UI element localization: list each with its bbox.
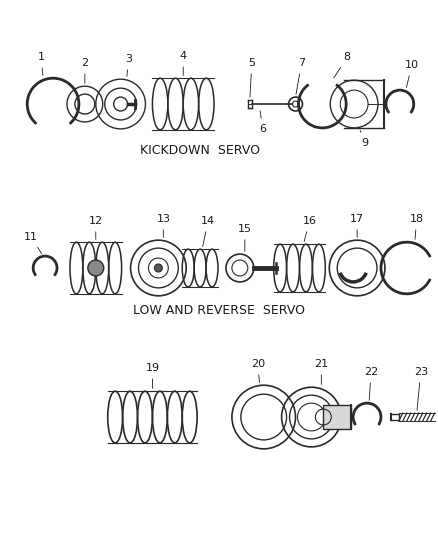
Text: 3: 3 <box>125 54 132 76</box>
Text: 18: 18 <box>410 214 424 239</box>
Text: 9: 9 <box>360 131 369 148</box>
Text: 17: 17 <box>350 214 364 237</box>
Text: 7: 7 <box>296 58 305 94</box>
Text: KICKDOWN  SERVO: KICKDOWN SERVO <box>140 144 260 157</box>
Text: 1: 1 <box>38 52 45 76</box>
Text: 2: 2 <box>81 58 88 83</box>
Text: 4: 4 <box>180 51 187 76</box>
Text: 5: 5 <box>248 58 255 98</box>
Text: 21: 21 <box>314 359 328 384</box>
Text: LOW AND REVERSE  SERVO: LOW AND REVERSE SERVO <box>133 304 305 317</box>
Text: 16: 16 <box>302 216 316 241</box>
Circle shape <box>88 260 104 276</box>
Text: 14: 14 <box>201 216 215 246</box>
Circle shape <box>155 264 162 272</box>
Text: 23: 23 <box>413 367 428 410</box>
Text: 19: 19 <box>145 364 159 389</box>
Text: 13: 13 <box>156 214 170 237</box>
Text: 22: 22 <box>364 367 378 400</box>
Text: 8: 8 <box>334 52 351 78</box>
Text: 15: 15 <box>238 224 252 251</box>
Text: 6: 6 <box>259 111 266 134</box>
Bar <box>323 405 351 429</box>
Text: 12: 12 <box>89 216 103 239</box>
Text: 11: 11 <box>24 232 42 254</box>
Text: 20: 20 <box>251 359 265 383</box>
Text: 10: 10 <box>405 60 419 87</box>
